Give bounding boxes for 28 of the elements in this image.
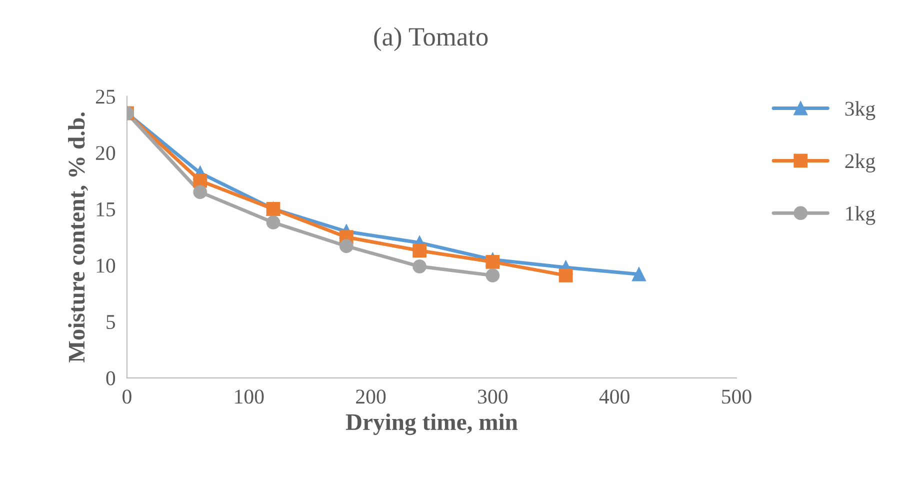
x-tick-label: 200: [356, 390, 386, 404]
x-tick-label: 0: [122, 390, 132, 404]
point: [412, 244, 426, 258]
point: [412, 259, 426, 274]
y-axis-title: Moisture content, % d.b.: [68, 112, 88, 362]
point: [632, 267, 646, 282]
x-tick-label: 400: [599, 390, 630, 404]
point: [486, 254, 500, 269]
x-axis-title: Drying time, min: [346, 413, 518, 436]
x-tick-label: 500: [722, 390, 752, 404]
y-tick-label: 25: [96, 90, 116, 104]
point: [558, 268, 573, 282]
chart-title: (a) Tomato: [374, 27, 488, 52]
point: [339, 239, 354, 254]
y-tick-label: 20: [96, 146, 116, 160]
legend-label: 1kg: [846, 206, 876, 225]
y-tick-label: 5: [106, 315, 116, 330]
point: [193, 185, 208, 200]
y-tick-label: 10: [96, 258, 116, 273]
legend-label: 2kg: [845, 154, 876, 172]
point: [486, 268, 500, 282]
point: [266, 216, 280, 230]
legend-label: 3kg: [845, 101, 876, 120]
x-tick-label: 300: [478, 390, 508, 404]
point: [193, 174, 208, 188]
y-tick-label: 15: [96, 202, 116, 216]
x-tick-label: 100: [235, 390, 264, 404]
y-tick-label: 0: [106, 371, 116, 386]
